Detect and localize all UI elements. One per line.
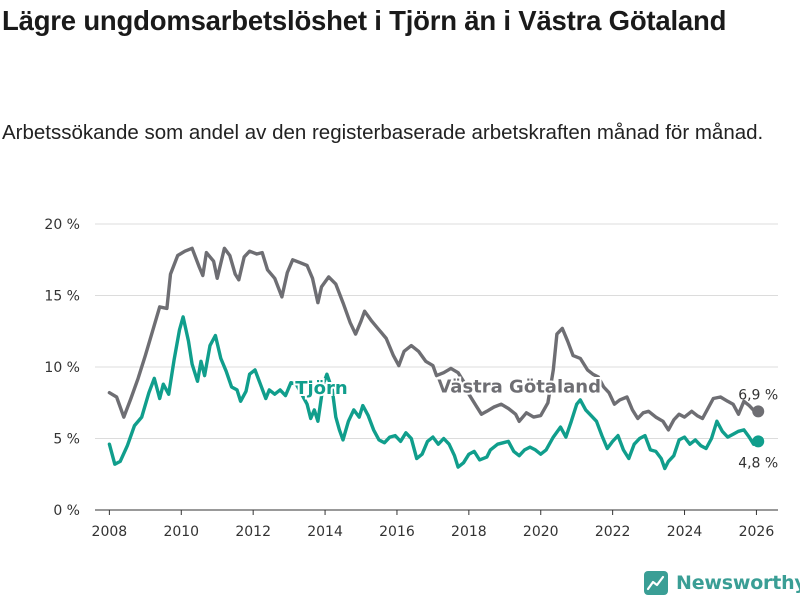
x-tick-label: 2012 — [235, 524, 271, 540]
x-tick-label: 2020 — [523, 524, 559, 540]
line-chart: 0 %5 %10 %15 %20 % 2008 2010 2012 2014 2016 2… — [44, 217, 778, 540]
y-tick-label: 0 % — [53, 503, 80, 519]
y-tick-label: 15 % — [44, 289, 80, 305]
series-lines — [107, 246, 765, 471]
newsworthy-logo-icon — [644, 571, 668, 595]
end-point-tjorn — [752, 435, 765, 448]
series-label-tjorn: Tjörn — [295, 378, 348, 399]
chart-title: Lägre ungdomsarbetslöshet i Tjörn än i V… — [2, 5, 727, 36]
y-tick-label: 5 % — [53, 432, 80, 448]
gridlines — [95, 223, 778, 439]
x-axis: 2008 2010 2012 2014 2016 2018 2020 2022 2024 2026 — [92, 509, 778, 540]
x-tick-label: 2016 — [379, 524, 415, 540]
x-tick-label: 2018 — [451, 524, 487, 540]
x-tick-label: 2026 — [739, 524, 775, 540]
x-tick-label: 2024 — [667, 524, 703, 540]
series-labels: 6,9 % 4,8 % Västra Götaland Tjörn — [293, 375, 778, 472]
series-line-tjorn — [107, 315, 760, 471]
series-label-vastra-gotaland: Västra Götaland — [437, 377, 601, 398]
brand-name: Newsworthy — [676, 572, 800, 594]
x-tick-label: 2010 — [163, 524, 199, 540]
y-tick-label: 20 % — [44, 217, 80, 233]
end-value-label-vastra-gotaland: 6,9 % — [738, 387, 778, 403]
newsworthy-brand[interactable]: Newsworthy — [644, 566, 800, 600]
chart-subtitle: Arbetssökande som andel av den registerb… — [2, 121, 764, 144]
series-line-vastra-gotaland — [107, 246, 760, 432]
end-value-label-tjorn: 4,8 % — [738, 455, 778, 471]
end-point-vastra-gotaland — [752, 405, 765, 418]
x-tick-label: 2014 — [307, 524, 343, 540]
x-tick-label: 2008 — [92, 524, 128, 540]
x-tick-label: 2022 — [595, 524, 631, 540]
y-tick-label: 10 % — [44, 360, 80, 376]
y-axis-tick-labels: 0 % 5 % 10 % 15 % 20 % — [44, 217, 80, 519]
